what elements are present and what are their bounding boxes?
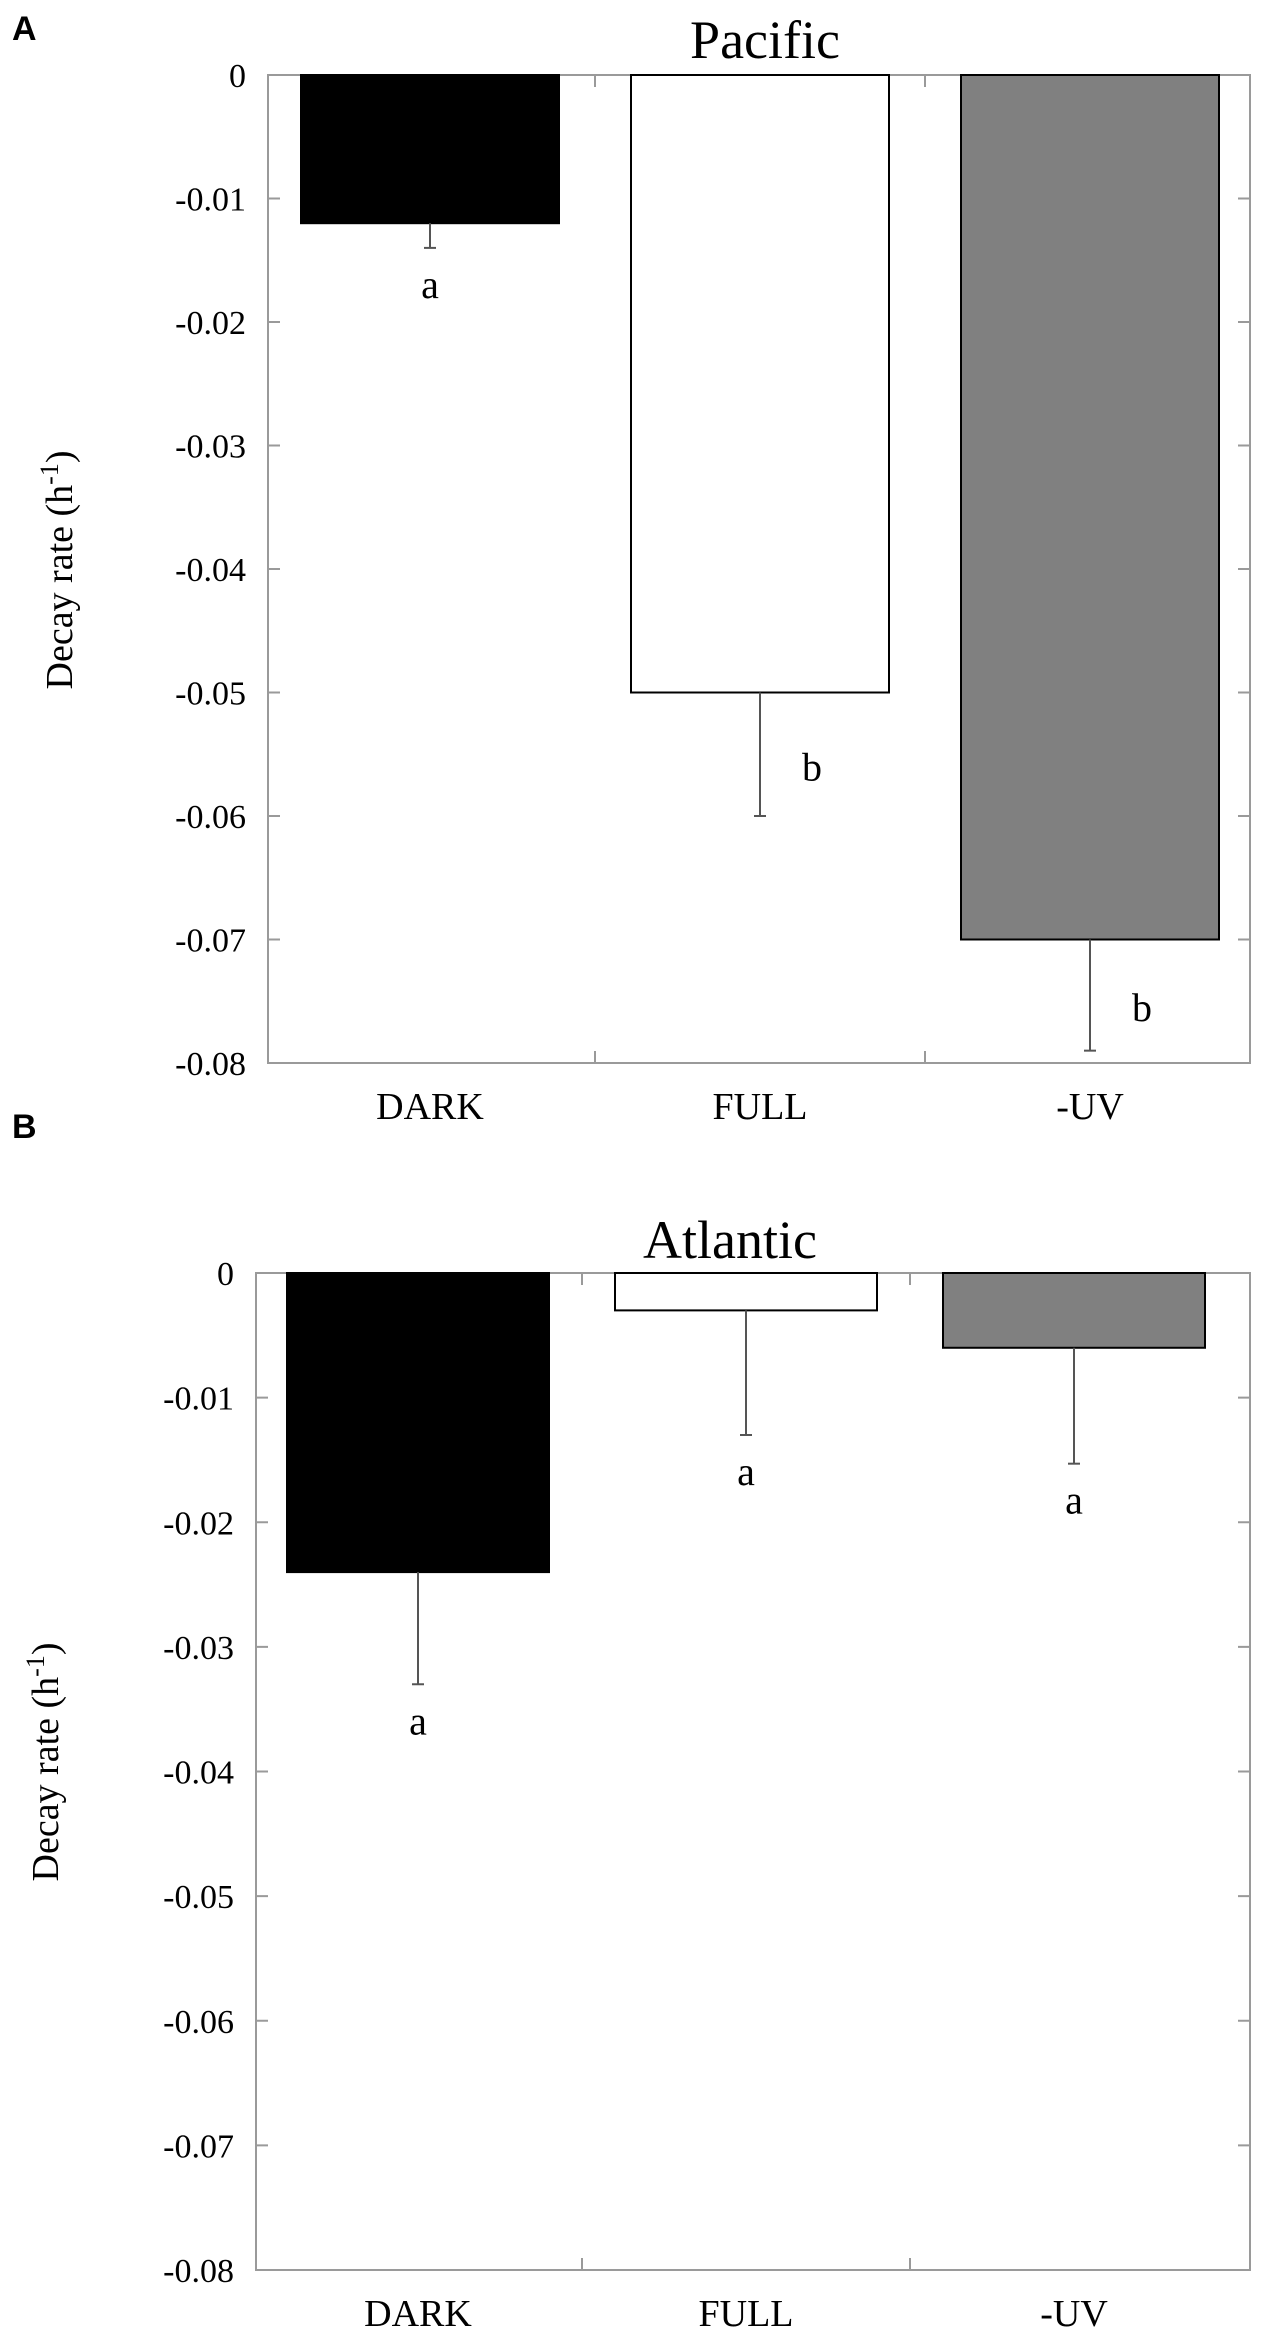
y-axis-label-a-text: Decay rate (h (39, 485, 81, 690)
y-axis-label-b: Decay rate (h-1) (21, 1643, 67, 1882)
y-tick-label: 0 (217, 1256, 234, 1293)
bar-uv (942, 1272, 1206, 1349)
bar-full (614, 1272, 878, 1312)
significance-label-dark: a (409, 1698, 427, 1743)
category-label-dark: DARK (364, 2293, 472, 2335)
significance-labels-b: a a a (409, 1449, 1083, 1743)
y-tick-label: -0.02 (163, 1505, 234, 1542)
error-bars-b (412, 1310, 1080, 1686)
y-tick-label: -0.06 (175, 799, 246, 836)
y-axis-label-b-text: Decay rate (h (25, 1677, 67, 1882)
y-tick-label: 0 (229, 58, 246, 95)
y-tick-label: -0.05 (163, 1879, 234, 1916)
significance-label-uv: a (1065, 1478, 1083, 1523)
significance-label-dark: a (421, 262, 439, 307)
chart-title-b: Atlantic (643, 1210, 817, 1270)
bar-full (630, 74, 890, 694)
y-tick-label: -0.07 (175, 923, 246, 960)
category-label-dark: DARK (376, 1086, 484, 1128)
y-tick-label: -0.03 (175, 429, 246, 466)
y-axis-label-a-close: ) (39, 451, 81, 464)
significance-label-full: a (737, 1449, 755, 1494)
y-tick-label: -0.08 (175, 1046, 246, 1083)
category-label-full: FULL (713, 1086, 808, 1128)
y-axis-label-a-sup: -1 (35, 463, 64, 485)
y-ticks-a: 0 -0.01 -0.02 -0.03 -0.04 -0.05 -0.06 -0.07 -0.0… (175, 58, 1250, 1083)
y-tick-label: -0.01 (163, 1381, 234, 1418)
y-axis-label-b-close: ) (25, 1643, 67, 1656)
x-ticks-a (594, 75, 926, 1063)
y-tick-label: -0.04 (163, 1755, 234, 1792)
panel-letter-a: A (12, 10, 37, 48)
category-label-uv: -UV (1056, 1086, 1124, 1128)
significance-labels-a: a b b (421, 262, 1152, 1030)
bars-b (286, 1272, 1206, 1574)
y-tick-label: -0.05 (175, 676, 246, 713)
y-tick-label: -0.01 (175, 182, 246, 219)
category-labels-a: DARK FULL -UV (376, 1086, 1124, 1128)
category-label-full: FULL (699, 2293, 794, 2335)
panel-letter-b: B (12, 1108, 37, 1146)
chart-title-a: Pacific (690, 10, 840, 70)
x-ticks-b (581, 1273, 911, 2270)
panel-b: B Atlantic Decay rate (h-1) 0 -0.01 -0.02 -… (12, 1108, 1251, 2335)
y-tick-label: -0.06 (163, 2004, 234, 2041)
y-tick-label: -0.02 (175, 305, 246, 342)
y-tick-label: -0.07 (163, 2128, 234, 2165)
y-tick-label: -0.04 (175, 552, 246, 589)
panel-a: A Pacific Decay rate (h-1) 0 -0.01 -0.02 -0… (12, 10, 1251, 1128)
category-labels-b: DARK FULL -UV (364, 2293, 1108, 2335)
significance-label-uv: b (1132, 985, 1152, 1030)
y-ticks-b: 0 -0.01 -0.02 -0.03 -0.04 -0.05 -0.06 -0.07 -0.0… (163, 1256, 1250, 2290)
y-axis-label-b-sup: -1 (21, 1655, 50, 1677)
error-bars-a (424, 223, 1096, 1052)
significance-label-full: b (802, 744, 822, 789)
bar-dark (300, 74, 560, 225)
category-label-uv: -UV (1040, 2293, 1108, 2335)
y-tick-label: -0.08 (163, 2253, 234, 2290)
bar-dark (286, 1272, 550, 1574)
bars-a (300, 74, 1220, 941)
bar-uv (960, 74, 1220, 941)
y-tick-label: -0.03 (163, 1630, 234, 1667)
y-axis-label-a: Decay rate (h-1) (35, 451, 81, 690)
